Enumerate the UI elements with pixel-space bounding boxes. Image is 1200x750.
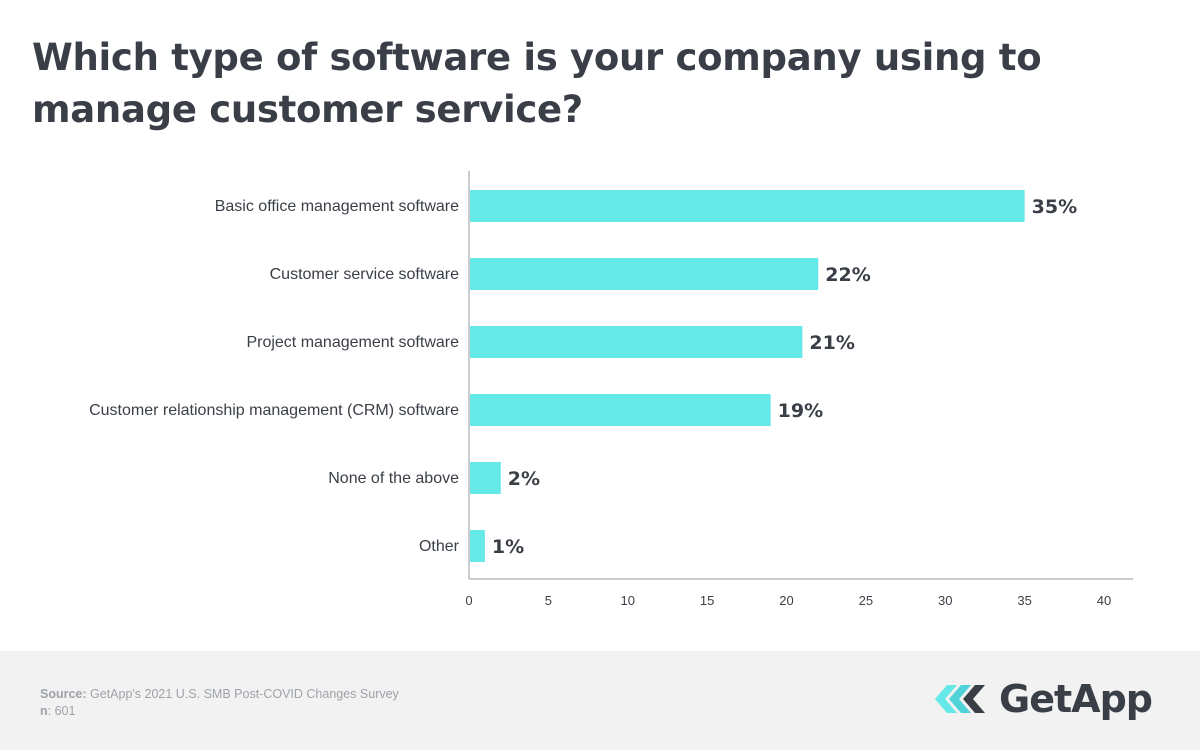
source-label: Source: bbox=[40, 687, 87, 701]
getapp-logo: GetApp bbox=[935, 677, 1153, 721]
footer: Source: GetApp's 2021 U.S. SMB Post-COVI… bbox=[0, 651, 1200, 750]
getapp-logo-text: GetApp bbox=[999, 677, 1153, 721]
value-label-1: 22% bbox=[825, 264, 870, 286]
sample-size-value: : 601 bbox=[47, 704, 76, 718]
value-label-0: 35% bbox=[1032, 196, 1077, 218]
axis-layer: 0 5 10 15 20 25 30 35 40 bbox=[465, 171, 1133, 608]
bars-layer: Basic office management software 35% Custo… bbox=[89, 190, 1077, 562]
category-label-0: Basic office management software bbox=[215, 198, 459, 215]
chart-title: Which type of software is your company u… bbox=[32, 36, 1042, 131]
x-tick-label-6: 30 bbox=[938, 593, 952, 608]
category-label-1: Customer service software bbox=[270, 266, 459, 283]
value-label-3: 19% bbox=[778, 400, 823, 422]
x-tick-label-0: 0 bbox=[465, 593, 472, 608]
x-tick-label-3: 15 bbox=[700, 593, 714, 608]
sample-size-label: n bbox=[40, 704, 48, 718]
source-text: GetApp's 2021 U.S. SMB Post-COVID Change… bbox=[90, 687, 399, 701]
source-line: Source: GetApp's 2021 U.S. SMB Post-COVI… bbox=[40, 686, 399, 703]
bar-4 bbox=[470, 462, 501, 494]
x-tick-label-2: 10 bbox=[621, 593, 635, 608]
category-label-3: Customer relationship management (CRM) s… bbox=[89, 402, 459, 419]
bar-3 bbox=[470, 394, 771, 426]
bar-1 bbox=[470, 258, 819, 290]
bar-2 bbox=[470, 326, 803, 358]
category-label-4: None of the above bbox=[328, 470, 459, 487]
sample-size-line: n: 601 bbox=[40, 703, 399, 720]
bar-chart: Basic office management software 35% Custo… bbox=[89, 171, 1133, 608]
x-tick-label-1: 5 bbox=[545, 593, 552, 608]
x-tick-label-4: 20 bbox=[779, 593, 793, 608]
source-note: Source: GetApp's 2021 U.S. SMB Post-COVI… bbox=[40, 686, 399, 720]
value-label-5: 1% bbox=[492, 536, 524, 558]
bar-0 bbox=[470, 190, 1025, 222]
category-label-2: Project management software bbox=[246, 334, 459, 351]
x-tick-label-5: 25 bbox=[859, 593, 873, 608]
bar-5 bbox=[470, 530, 485, 562]
category-label-5: Other bbox=[419, 538, 460, 555]
value-label-4: 2% bbox=[508, 468, 540, 490]
getapp-chevrons-icon bbox=[935, 685, 986, 713]
x-tick-label-8: 40 bbox=[1097, 593, 1111, 608]
x-tick-label-7: 35 bbox=[1017, 593, 1031, 608]
value-label-2: 21% bbox=[809, 332, 854, 354]
